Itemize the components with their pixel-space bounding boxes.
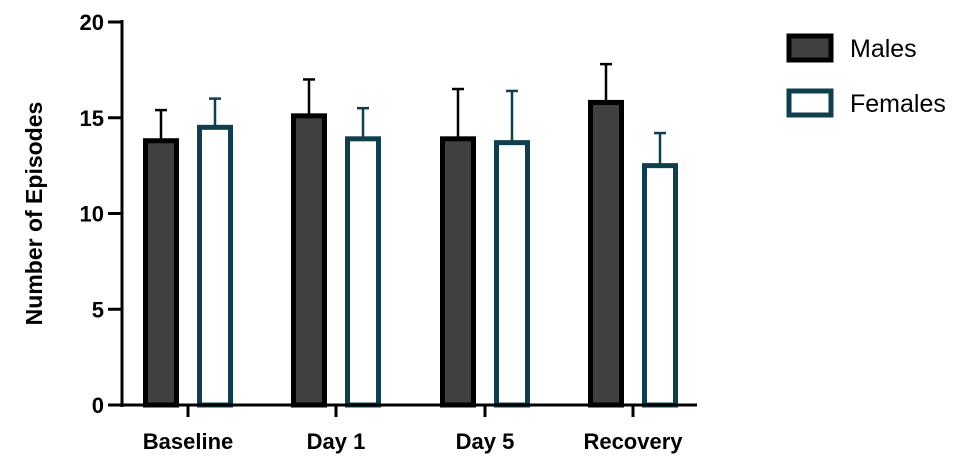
y-tick-label-5: 5 — [92, 297, 104, 322]
x-tick-label-0: Baseline — [143, 429, 234, 454]
y-tick-label-0: 0 — [92, 393, 104, 418]
y-tick-label-20: 20 — [80, 10, 104, 35]
bar-females-1 — [345, 136, 381, 408]
legend-swatch-males — [786, 33, 834, 63]
bar-males-0 — [143, 138, 179, 408]
bar-females-3 — [642, 163, 678, 408]
bar-males-3 — [588, 99, 624, 408]
bar-males-2 — [440, 136, 476, 408]
x-tick-label-1: Day 1 — [307, 429, 366, 454]
legend-label-males: Males — [850, 35, 917, 63]
legend-label-females: Females — [850, 90, 946, 118]
bar-females-0 — [197, 124, 233, 408]
bar-males-1 — [291, 113, 327, 408]
legend-swatch-females — [786, 88, 834, 118]
y-tick-label-15: 15 — [80, 106, 104, 131]
bar-females-2 — [494, 140, 530, 408]
y-tick-label-10: 10 — [80, 202, 104, 227]
x-tick-label-3: Recovery — [583, 429, 683, 454]
x-tick-label-2: Day 5 — [456, 429, 515, 454]
y-axis-title: Number of Episodes — [21, 102, 47, 326]
